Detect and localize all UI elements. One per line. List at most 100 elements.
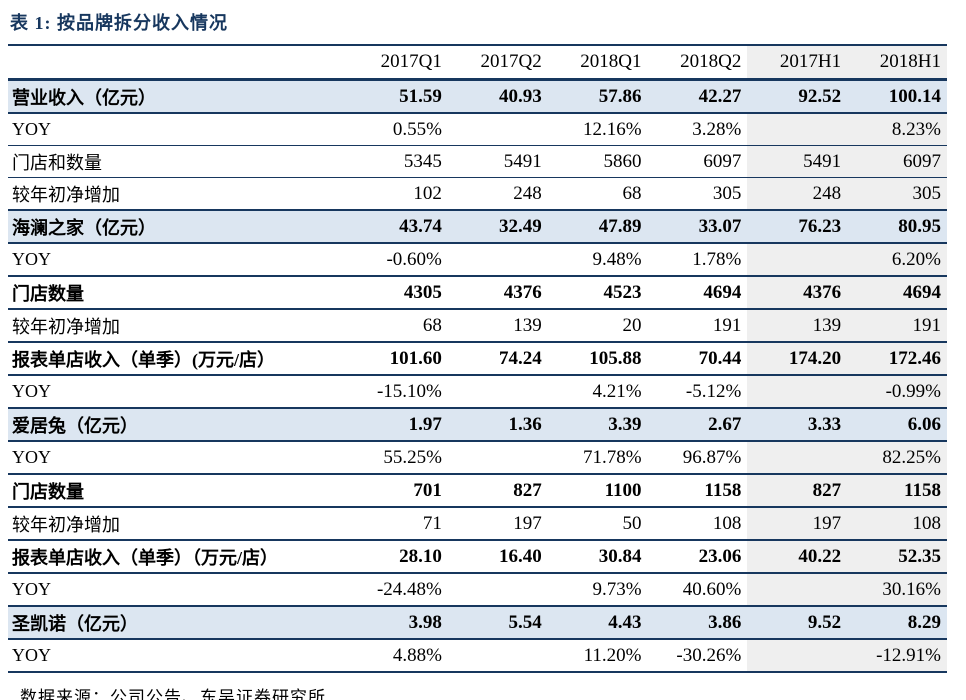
row-label: YOY: [8, 375, 349, 409]
cell-value: 1.97: [348, 407, 448, 442]
cell-value: 8.29: [847, 605, 947, 640]
cell-value: [747, 573, 848, 607]
cell-value: 827: [447, 473, 548, 508]
row-label: 较年初净增加: [8, 309, 349, 343]
cell-value: -5.12%: [647, 375, 748, 409]
cell-value: 1.36: [447, 407, 548, 442]
cell-value: 102: [348, 177, 448, 211]
row-label: 较年初净增加: [8, 507, 349, 541]
cell-value: 4376: [447, 275, 548, 310]
cell-value: 9.48%: [547, 243, 648, 277]
cell-value: 105.88: [547, 341, 648, 376]
cell-value: 71.78%: [547, 441, 648, 475]
cell-value: 108: [847, 507, 947, 541]
table-row: 圣凯诺（亿元） 3.98 5.54 4.43 3.86 9.52 8.29: [8, 605, 947, 640]
cell-value: 4305: [348, 275, 448, 310]
cell-value: 172.46: [847, 341, 947, 376]
header-2017q1: 2017Q1: [348, 45, 448, 81]
cell-value: 5.54: [447, 605, 548, 640]
cell-value: -30.26%: [647, 639, 748, 673]
cell-value: [747, 113, 848, 146]
cell-value: 3.28%: [647, 113, 748, 146]
cell-value: 5491: [747, 145, 848, 178]
cell-value: 101.60: [348, 341, 448, 376]
cell-value: -24.48%: [348, 573, 448, 607]
table-row: 门店和数量 5345 5491 5860 6097 5491 6097: [8, 145, 947, 178]
cell-value: 1100: [547, 473, 648, 508]
cell-value: 50: [547, 507, 648, 541]
cell-value: 12.16%: [547, 113, 648, 146]
cell-value: 80.95: [847, 209, 947, 244]
cell-value: 40.22: [747, 539, 848, 574]
header-2018q2: 2018Q2: [647, 45, 748, 81]
cell-value: 0.55%: [348, 113, 448, 146]
cell-value: 4694: [847, 275, 947, 310]
cell-value: 305: [847, 177, 947, 211]
cell-value: 6.06: [847, 407, 947, 442]
cell-value: 5860: [547, 145, 648, 178]
cell-value: 52.35: [847, 539, 947, 574]
table-row: 爱居兔（亿元） 1.97 1.36 3.39 2.67 3.33 6.06: [8, 407, 947, 442]
cell-value: 305: [647, 177, 748, 211]
cell-value: 4523: [547, 275, 648, 310]
table-title: 表 1: 按品牌拆分收入情况: [10, 13, 228, 33]
cell-value: 32.49: [447, 209, 548, 244]
cell-value: 191: [647, 309, 748, 343]
cell-value: [447, 113, 548, 146]
cell-value: 68: [348, 309, 448, 343]
cell-value: 30.16%: [847, 573, 947, 607]
cell-value: 11.20%: [547, 639, 648, 673]
cell-value: [447, 441, 548, 475]
table-row: YOY -0.60% 9.48% 1.78% 6.20%: [8, 243, 947, 277]
cell-value: 197: [447, 507, 548, 541]
table-row: 海澜之家（亿元） 43.74 32.49 47.89 33.07 76.23 80.95: [8, 209, 947, 244]
table-row: 报表单店收入（单季）(万元/店） 101.60 74.24 105.88 70.44 17…: [8, 341, 947, 376]
table-row: 门店数量 4305 4376 4523 4694 4376 4694: [8, 275, 947, 310]
row-label: 报表单店收入（单季）(万元/店）: [8, 341, 349, 376]
cell-value: 108: [647, 507, 748, 541]
cell-value: 1.78%: [647, 243, 748, 277]
row-label: YOY: [8, 639, 349, 673]
cell-value: 100.14: [847, 78, 947, 114]
cell-value: 197: [747, 507, 848, 541]
cell-value: 3.98: [348, 605, 448, 640]
table-row: 较年初净增加 68 139 20 191 139 191: [8, 309, 947, 343]
cell-value: 4376: [747, 275, 848, 310]
cell-value: -15.10%: [348, 375, 448, 409]
cell-value: 68: [547, 177, 648, 211]
row-label: 海澜之家（亿元）: [8, 209, 349, 244]
table-row: YOY -24.48% 9.73% 40.60% 30.16%: [8, 573, 947, 607]
cell-value: 33.07: [647, 209, 748, 244]
cell-value: 4.43: [547, 605, 648, 640]
header-2018q1: 2018Q1: [547, 45, 648, 81]
row-label: 门店数量: [8, 275, 349, 310]
table-row: 较年初净增加 71 197 50 108 197 108: [8, 507, 947, 541]
row-label: YOY: [8, 573, 349, 607]
cell-value: 23.06: [647, 539, 748, 574]
cell-value: [747, 639, 848, 673]
brand-revenue-table: 2017Q1 2017Q2 2018Q1 2018Q2 2017H1 2018H…: [8, 44, 947, 673]
header-row: 2017Q1 2017Q2 2018Q1 2018Q2 2017H1 2018H…: [8, 45, 947, 81]
row-label: 报表单店收入（单季）（万元/店）: [8, 539, 349, 574]
cell-value: 174.20: [747, 341, 848, 376]
row-label: 爱居兔（亿元）: [8, 407, 349, 442]
cell-value: 55.25%: [348, 441, 448, 475]
cell-value: [447, 243, 548, 277]
cell-value: 20: [547, 309, 648, 343]
cell-value: 248: [747, 177, 848, 211]
cell-value: [447, 375, 548, 409]
row-label: YOY: [8, 441, 349, 475]
cell-value: 96.87%: [647, 441, 748, 475]
cell-value: -0.60%: [348, 243, 448, 277]
cell-value: 701: [348, 473, 448, 508]
header-2017q2: 2017Q2: [447, 45, 548, 81]
cell-value: 1158: [647, 473, 748, 508]
cell-value: 248: [447, 177, 548, 211]
cell-value: 3.39: [547, 407, 648, 442]
cell-value: 4.88%: [348, 639, 448, 673]
cell-value: [447, 639, 548, 673]
cell-value: 2.67: [647, 407, 748, 442]
table-row: YOY -15.10% 4.21% -5.12% -0.99%: [8, 375, 947, 409]
row-label: 较年初净增加: [8, 177, 349, 211]
row-label: 门店数量: [8, 473, 349, 508]
